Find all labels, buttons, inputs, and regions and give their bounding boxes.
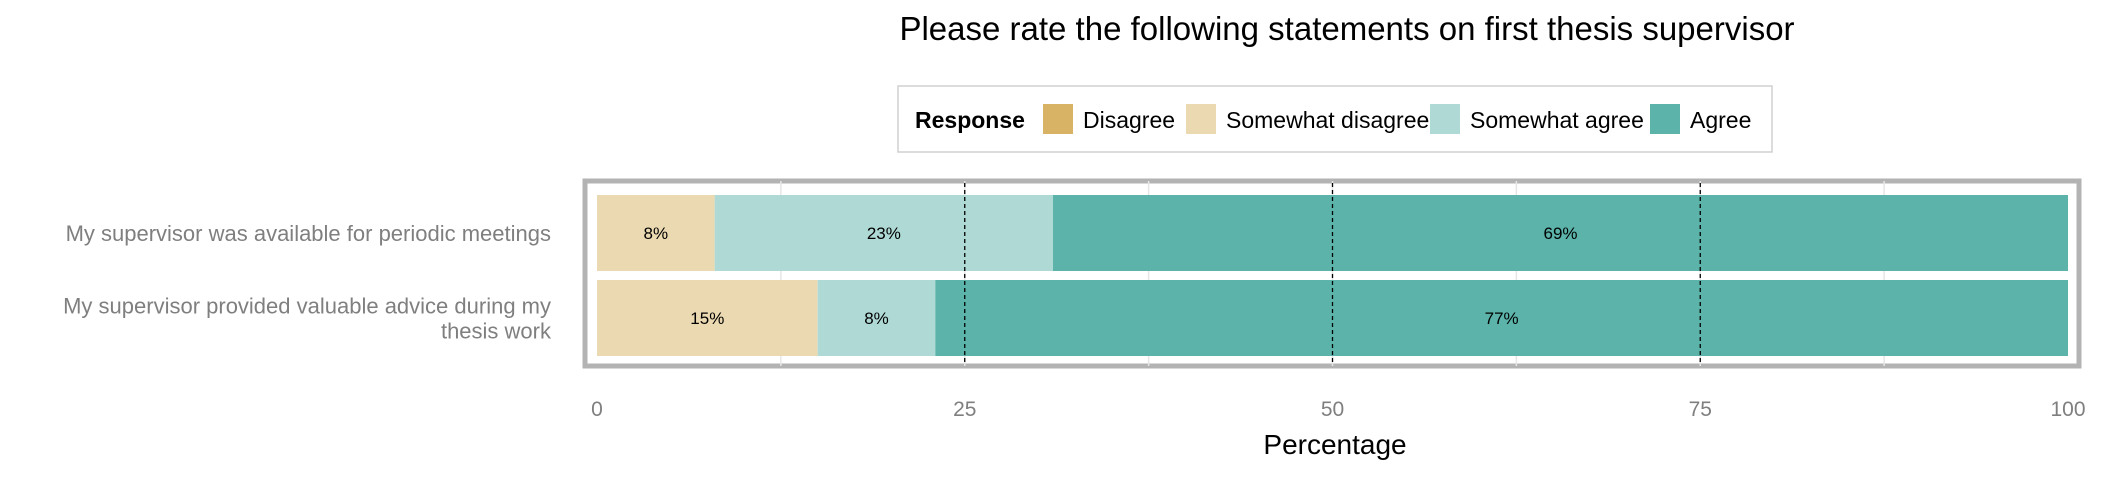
reference-lines — [964, 183, 1701, 364]
data-label: 23% — [867, 224, 901, 243]
bar-segment — [714, 195, 1054, 271]
legend-swatch — [1650, 104, 1680, 134]
bar-segment — [935, 280, 2068, 356]
bar-segment — [597, 195, 715, 271]
bar-segment — [597, 280, 818, 356]
legend-label: Disagree — [1083, 107, 1175, 133]
legend-label: Somewhat agree — [1470, 107, 1644, 133]
legend-title: Response — [915, 107, 1025, 133]
x-tick-label: 50 — [1321, 398, 1344, 421]
x-tick-label: 0 — [591, 398, 603, 421]
x-axis-ticks: 0 25 50 75 100 — [591, 398, 2085, 421]
category-label: thesis work — [441, 319, 552, 344]
legend-swatch — [1430, 104, 1460, 134]
legend-swatch — [1043, 104, 1073, 134]
data-label: 69% — [1543, 224, 1577, 243]
legend-label: Agree — [1690, 107, 1751, 133]
bar-segment — [817, 280, 936, 356]
legend-swatch — [1186, 104, 1216, 134]
x-axis-title: Percentage — [1263, 429, 1406, 460]
legend-label: Somewhat disagree — [1226, 107, 1429, 133]
bar-segment — [1053, 195, 2068, 271]
data-label: 8% — [644, 224, 669, 243]
x-tick-label: 75 — [1689, 398, 1712, 421]
bars: 8% 23% 69% 15% 8% 77% — [597, 195, 2068, 356]
category-labels: My supervisor was available for periodic… — [63, 221, 552, 344]
legend: Response Disagree Somewhat disagree Somewh… — [897, 85, 1773, 153]
chart-title: Please rate the following statements on … — [899, 10, 1794, 47]
x-tick-label: 25 — [953, 398, 976, 421]
category-label: My supervisor provided valuable advice d… — [63, 294, 551, 319]
data-label: 8% — [864, 309, 889, 328]
category-label: My supervisor was available for periodic… — [66, 221, 551, 246]
x-tick-label: 100 — [2050, 398, 2085, 421]
data-label: 15% — [690, 309, 724, 328]
data-label: 77% — [1485, 309, 1519, 328]
